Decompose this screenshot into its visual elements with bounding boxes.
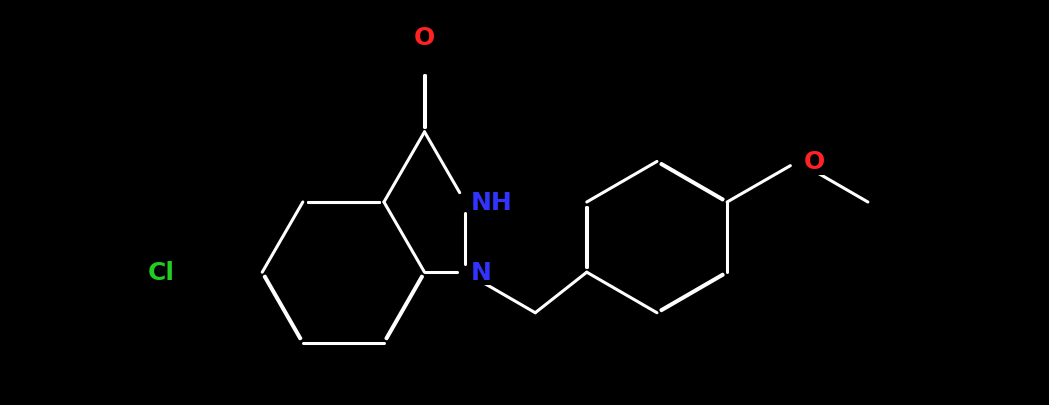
Text: NH: NH [471, 190, 513, 215]
Text: O: O [414, 26, 435, 50]
Text: O: O [804, 150, 826, 174]
Text: Cl: Cl [148, 260, 175, 284]
Text: N: N [471, 260, 492, 284]
